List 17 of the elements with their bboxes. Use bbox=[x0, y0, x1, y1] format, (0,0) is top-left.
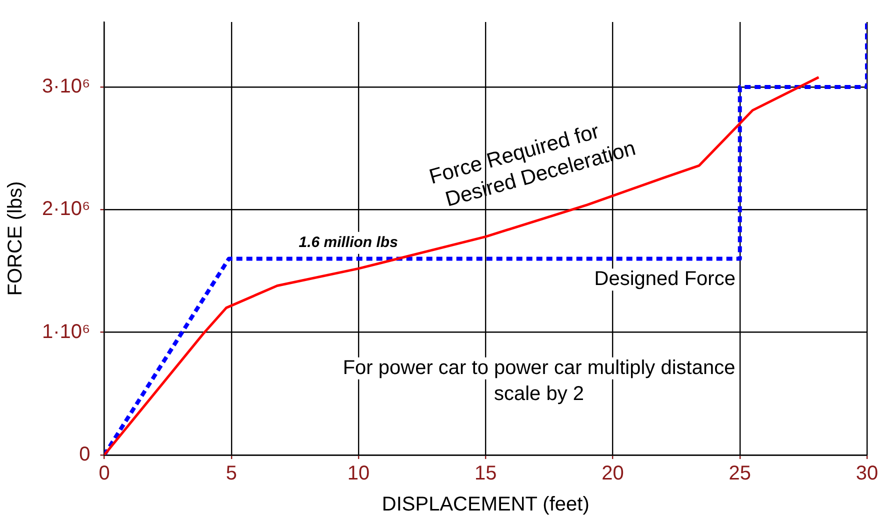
x-tick-label: 25 bbox=[728, 462, 751, 485]
annotation: Designed Force bbox=[594, 268, 736, 290]
y-tick-label: 1·10⁶ bbox=[42, 320, 90, 343]
x-tick-label: 0 bbox=[98, 462, 110, 485]
line-series bbox=[104, 22, 867, 455]
annotation: 1.6 million lbs bbox=[298, 234, 398, 251]
x-tick-label: 15 bbox=[474, 462, 497, 485]
x-tick-label: 5 bbox=[226, 462, 237, 485]
x-tick-label: 30 bbox=[856, 462, 878, 485]
x-tick-label: 10 bbox=[347, 462, 370, 485]
y-axis-title: FORCE (lbs) bbox=[4, 181, 27, 296]
y-tick-label: 3·10⁶ bbox=[42, 76, 90, 98]
y-tick-label: 0 bbox=[79, 444, 90, 466]
annotation: For power car to power car multiply distance scale by 2 bbox=[342, 356, 736, 405]
x-tick-label: 20 bbox=[602, 462, 624, 485]
x-axis-title: DISPLACEMENT (feet) bbox=[382, 494, 590, 516]
y-tick-label: 2·10⁶ bbox=[42, 198, 90, 220]
